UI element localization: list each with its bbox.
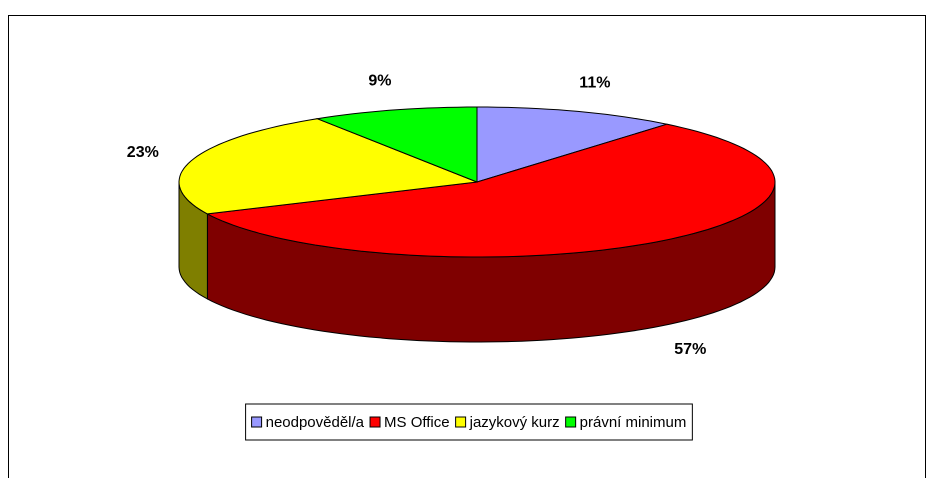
pie-slice [205,123,776,258]
legend-swatch [565,416,577,428]
data-label: 23% [127,144,159,161]
pie-slice [476,106,668,183]
legend-swatch [369,416,381,428]
data-label: 11% [579,74,610,91]
chart-frame [8,15,926,478]
legend-label: neodpověděl/a [266,414,365,431]
data-label: 57% [674,341,706,358]
data-label: 9% [368,72,391,89]
legend-swatch [455,416,467,428]
legend-label: právní minimum [580,414,687,431]
legend-box [245,403,693,441]
legend-label: jazykový kurz [469,414,560,431]
pie-slice [315,106,478,183]
pie-slice [178,118,478,215]
legend-label: MS Office [384,414,450,431]
legend-swatch [251,416,263,428]
legend: neodpověděl/a MS Office jazykový kurz právn… [245,403,693,441]
